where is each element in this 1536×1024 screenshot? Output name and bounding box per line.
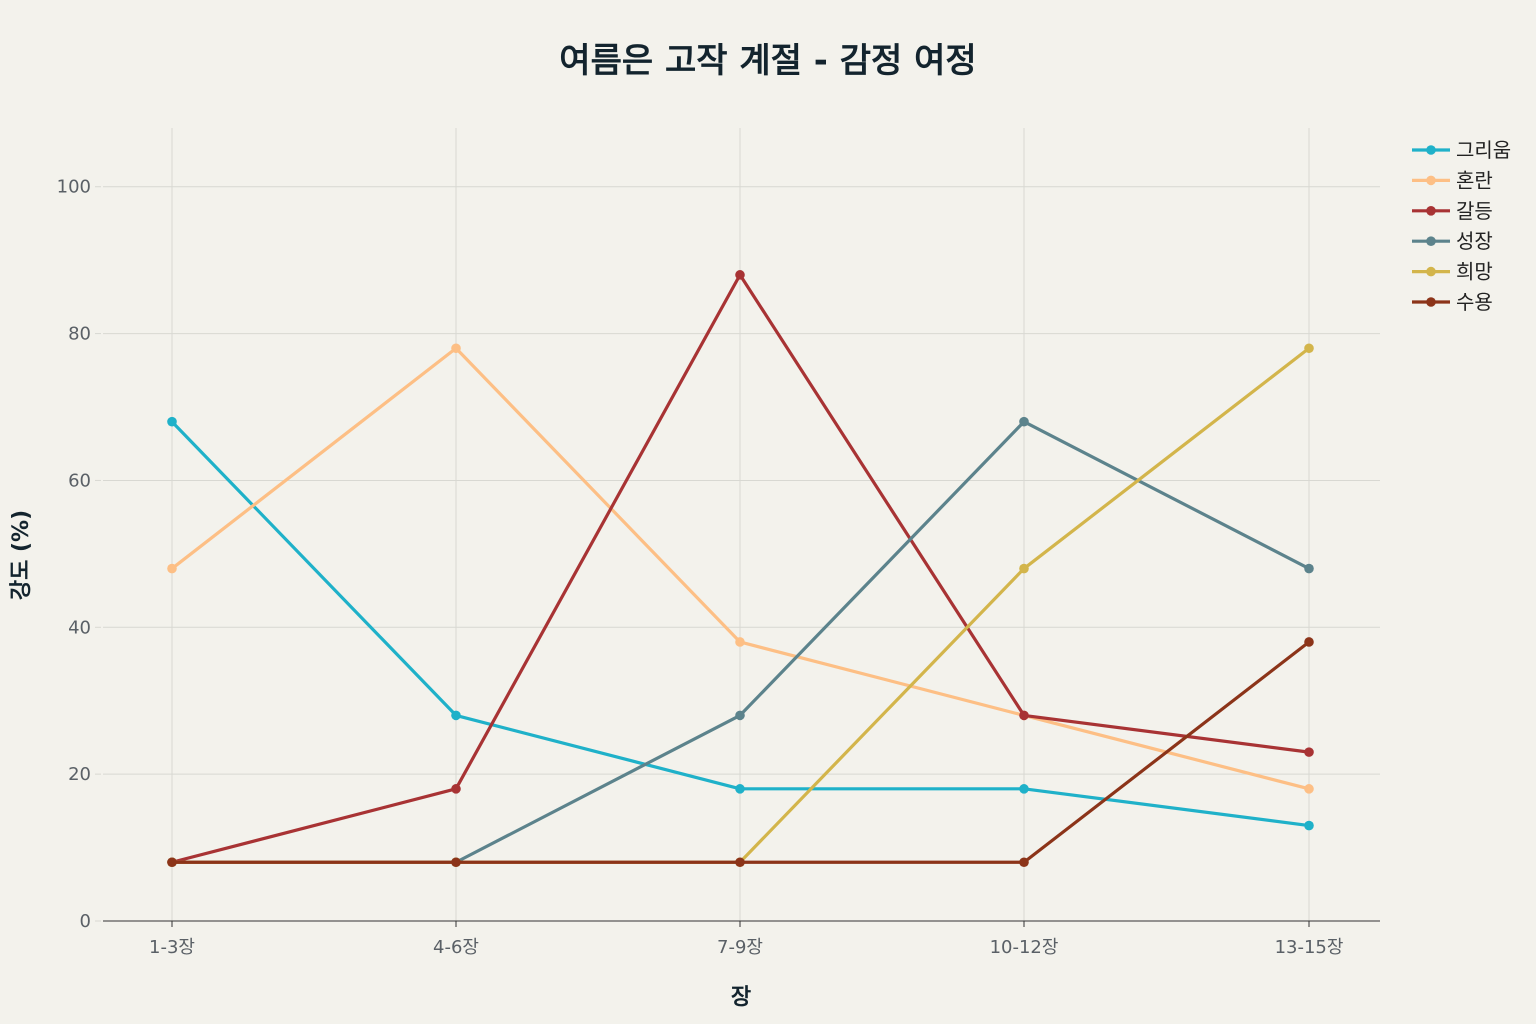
data-point: [1304, 343, 1314, 354]
series-3: [167, 270, 1314, 868]
legend-label: 수용: [1456, 290, 1493, 314]
y-tick-label: 0: [80, 911, 91, 932]
x-tick-label: 13-15장: [1275, 937, 1344, 958]
legend-swatch-marker: [1426, 175, 1436, 186]
x-tick-label: 7-9장: [717, 937, 763, 958]
data-point: [1019, 857, 1029, 868]
legend-item: 성장: [1412, 229, 1493, 253]
data-point: [451, 857, 461, 868]
y-tick-label: 40: [68, 617, 91, 638]
legend-item: 희망: [1412, 260, 1493, 284]
chart-title: 여름은 고작 계절 - 감정 여정: [559, 41, 976, 81]
legend-swatch-marker: [1426, 145, 1436, 155]
data-point: [1304, 820, 1314, 831]
y-tick-label: 100: [57, 177, 91, 198]
legend-label: 갈등: [1456, 199, 1493, 223]
legend-item: 그리움: [1412, 138, 1511, 162]
y-tick-label: 60: [68, 470, 91, 491]
data-point: [1304, 747, 1314, 757]
legend-label: 혼란: [1456, 168, 1493, 192]
x-axis-label: 장: [731, 985, 751, 1010]
legend-label: 그리움: [1456, 138, 1511, 162]
data-point: [451, 784, 461, 794]
legend-swatch-marker: [1426, 206, 1436, 216]
data-point: [451, 343, 461, 354]
data-point: [167, 857, 177, 868]
grid: [103, 128, 1380, 921]
data-point: [1019, 563, 1029, 574]
data-point: [1304, 784, 1314, 794]
legend-swatch-marker: [1426, 266, 1436, 277]
y-axis-label: 강도 (%): [9, 510, 34, 600]
data-point: [1304, 563, 1314, 574]
data-point: [735, 784, 745, 794]
data-point: [1019, 784, 1029, 794]
x-tick-label: 4-6장: [433, 937, 479, 958]
y-axis-ticks: 0 20 40 60 80 100: [57, 177, 101, 932]
legend-item: 혼란: [1412, 168, 1493, 192]
data-point: [451, 710, 461, 721]
legend-swatch-marker: [1426, 236, 1436, 246]
legend-label: 희망: [1456, 260, 1493, 284]
series-6: [167, 637, 1314, 868]
data-point: [167, 563, 177, 574]
legend-item: 수용: [1412, 290, 1493, 314]
legend-item: 갈등: [1412, 199, 1493, 223]
data-point: [735, 857, 745, 868]
series-lines: [167, 270, 1314, 868]
data-point: [1304, 637, 1314, 647]
data-point: [1019, 416, 1029, 427]
x-tick-label: 10-12장: [990, 937, 1059, 958]
series-1: [167, 416, 1314, 831]
data-point: [735, 270, 745, 280]
x-axis-ticks: 1-3장 4-6장 7-9장 10-12장 13-15장: [149, 921, 1343, 958]
y-tick-label: 80: [68, 324, 91, 345]
y-tick-label: 20: [68, 764, 91, 785]
x-tick-label: 1-3장: [149, 937, 195, 958]
data-point: [735, 710, 745, 721]
legend-swatch-marker: [1426, 297, 1436, 307]
data-point: [1019, 710, 1029, 721]
legend-label: 성장: [1456, 229, 1493, 253]
data-point: [735, 637, 745, 647]
data-point: [167, 416, 177, 427]
